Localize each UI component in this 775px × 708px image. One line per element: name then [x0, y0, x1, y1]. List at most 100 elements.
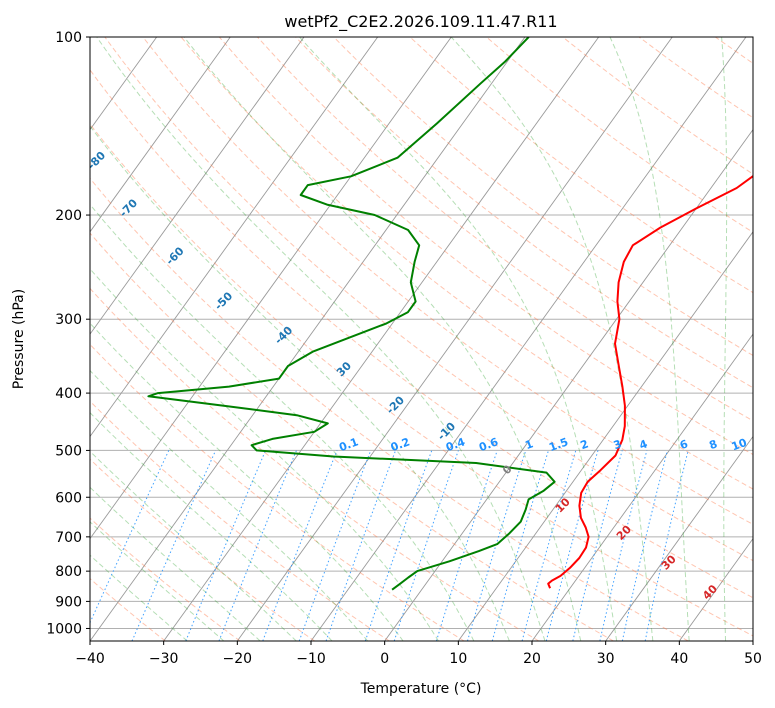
isotherm-label: 40: [700, 582, 720, 602]
sounding-profiles: [147, 37, 753, 591]
x-tick-label: −10: [296, 651, 326, 667]
x-tick-label: −40: [75, 651, 105, 667]
moist-adiabat-line: [90, 411, 333, 641]
isotherm-label: -80: [85, 149, 108, 172]
dry-adiabat-line: [90, 177, 689, 641]
mixing-ratio-label: 3: [612, 437, 624, 452]
dry-adiabat-line: [104, 37, 753, 562]
moist-adiabat-line: [90, 125, 510, 641]
dry-adiabat-line: [409, 37, 753, 294]
y-tick-label: 1000: [46, 621, 82, 637]
mixing-ratio-label: 1.5: [547, 435, 570, 454]
isotherm-line: [384, 128, 753, 641]
moist-adiabats: [90, 37, 728, 641]
isotherm-line: [310, 37, 747, 641]
x-tick-label: 0: [380, 651, 389, 667]
isotherm-label: -60: [163, 244, 186, 267]
mixing-ratio-line: [572, 450, 623, 641]
moist-adiabat-line: [721, 37, 728, 641]
isotherm-line: [90, 37, 305, 335]
x-tick-label: 20: [523, 651, 541, 667]
isotherm-label: 0: [500, 462, 515, 477]
moist-adiabat-line: [90, 369, 369, 641]
dry-adiabat-line: [90, 577, 166, 641]
mixing-ratio-line: [491, 450, 549, 641]
dry-adiabat-line: [218, 37, 753, 456]
mixing-ratio-label: 0.1: [337, 435, 360, 454]
moist-adiabat-line: [90, 554, 188, 641]
mixing-ratio-line: [298, 450, 372, 641]
mixing-ratio-label: 13: [759, 436, 775, 453]
mixing-ratio-label: 10: [730, 436, 749, 454]
isotherm-gridlines: [90, 37, 753, 641]
isotherm-line: [90, 37, 526, 641]
isotherm-line: [236, 37, 673, 641]
moist-adiabat-line: [90, 203, 475, 641]
dry-adiabat-line: [90, 69, 753, 599]
mixing-ratio-line: [325, 450, 397, 641]
mixing-ratio-label: 2: [579, 437, 591, 452]
isotherm-line: [163, 37, 600, 641]
isotherm-label: -70: [117, 196, 140, 219]
x-tick-label: 40: [670, 651, 688, 667]
x-tick-label: 10: [449, 651, 467, 667]
isotherm-line: [531, 333, 753, 641]
dry-adiabat-line: [90, 232, 614, 641]
x-tick-label: −30: [149, 651, 179, 667]
dry-adiabat-line: [142, 37, 753, 525]
mixing-ratio-label: 0.2: [389, 435, 412, 454]
isotherm-line: [90, 37, 452, 540]
line-labels: -100-90-80-70-60-50-4030-20-100102030400…: [33, 98, 775, 603]
dewpoint-profile-line: [147, 37, 556, 591]
dry-adiabat-line: [562, 37, 753, 175]
x-tick-label: 30: [597, 651, 615, 667]
moist-adiabat-line: [96, 37, 546, 641]
dry-adiabat-line: [257, 37, 753, 422]
moist-adiabat-line: [90, 486, 261, 641]
moist-adiabat-line: [450, 37, 654, 641]
y-tick-label: 200: [55, 208, 82, 224]
dry-adiabat-line: [90, 517, 241, 641]
mixing-ratio-label: 4: [638, 437, 650, 452]
isotherm-label: -50: [212, 289, 235, 312]
mixing-ratio-line: [90, 450, 170, 624]
moist-adiabat-line: [90, 268, 439, 641]
mixing-ratio-line: [599, 450, 648, 641]
isotherm-label: -20: [384, 393, 407, 416]
chart-title: wetPf2_C2E2.2026.109.11.47.R11: [284, 12, 557, 32]
x-axis: −40 −30 −20 −10 0 10 20 30 40 50: [75, 641, 762, 667]
isotherm-label: 30: [334, 359, 354, 379]
mixing-ratio-line: [644, 450, 689, 641]
dry-adiabat-line: [90, 400, 390, 641]
mixing-ratio-line: [364, 450, 433, 641]
y-axis: 1000 900 800 700 600 500 400 300 200 100: [46, 30, 90, 637]
plot-area: -100-90-80-70-60-50-4030-20-100102030400…: [33, 37, 775, 641]
dry-adiabat-line: [295, 37, 753, 389]
isotherm-line: [678, 537, 753, 641]
isotherm-line: [90, 37, 231, 233]
y-axis-label: Pressure (hPa): [11, 289, 27, 389]
isotherm-label: -90: [33, 98, 56, 121]
mixing-ratio-line: [545, 450, 599, 641]
isotherm-line: [90, 37, 379, 438]
moist-adiabat-line: [299, 37, 618, 641]
mixing-ratio-label: 0.6: [477, 435, 500, 454]
moist-adiabat-line: [609, 37, 690, 641]
mixing-ratio-line: [467, 450, 527, 641]
mixing-ratio-line: [521, 450, 577, 641]
temperature-profile-line: [547, 174, 753, 589]
y-tick-label: 900: [55, 594, 82, 610]
y-tick-label: 700: [55, 530, 82, 546]
y-tick-label: 300: [55, 312, 82, 328]
y-tick-label: 500: [55, 443, 82, 459]
mixing-ratio-line: [185, 450, 267, 641]
x-tick-label: −20: [223, 651, 253, 667]
isotherm-label: 20: [614, 523, 634, 543]
mixing-ratio-label: 8: [708, 437, 720, 452]
moist-adiabat-line: [90, 322, 404, 641]
isotherm-line: [752, 640, 753, 641]
isotherm-label: 10: [553, 495, 573, 515]
y-tick-label: 800: [55, 564, 82, 580]
isobar-gridlines: [90, 37, 753, 629]
